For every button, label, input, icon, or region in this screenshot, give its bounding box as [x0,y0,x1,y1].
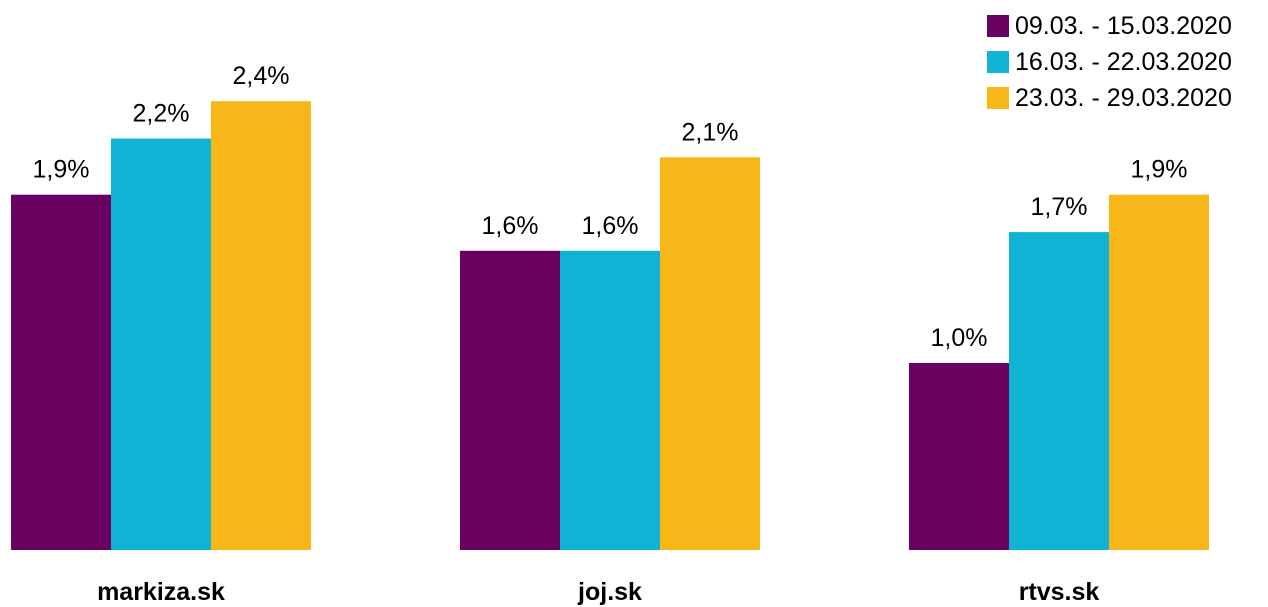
data-label-rtvs-sk-series-2: 1,7% [1031,193,1088,221]
legend-swatch-series-3 [987,87,1009,109]
legend-label-series-3: 23.03. - 29.03.2020 [1015,83,1232,112]
legend: 09.03. - 15.03.2020 16.03. - 22.03.2020 … [987,8,1262,116]
category-label-joj-sk: joj.sk [577,578,642,606]
bar-joj-sk-series-3 [660,157,760,551]
bar-markiza-sk-series-1 [11,194,111,550]
legend-item-series-1: 09.03. - 15.03.2020 [987,8,1262,44]
bar-rtvs-sk-series-3 [1109,194,1209,550]
legend-swatch-series-2 [987,51,1009,73]
bar-markiza-sk-series-3 [211,101,311,550]
category-label-markiza-sk: markiza.sk [97,578,225,606]
category-label-rtvs-sk: rtvs.sk [1019,578,1100,606]
data-label-rtvs-sk-series-3: 1,9% [1131,156,1188,184]
legend-item-series-2: 16.03. - 22.03.2020 [987,44,1262,80]
bar-rtvs-sk-series-2 [1009,232,1109,550]
data-label-joj-sk-series-1: 1,6% [482,212,539,240]
legend-swatch-series-1 [987,15,1009,37]
legend-item-series-3: 23.03. - 29.03.2020 [987,80,1262,116]
bar-markiza-sk-series-2 [111,138,211,550]
bar-joj-sk-series-1 [460,250,560,551]
bar-rtvs-sk-series-1 [909,363,1009,550]
legend-label-series-1: 09.03. - 15.03.2020 [1015,11,1232,40]
data-label-markiza-sk-series-3: 2,4% [233,62,290,90]
data-label-joj-sk-series-2: 1,6% [582,212,639,240]
legend-label-series-2: 16.03. - 22.03.2020 [1015,47,1232,76]
data-label-joj-sk-series-3: 2,1% [682,118,739,146]
bar-joj-sk-series-2 [560,250,660,551]
data-label-markiza-sk-series-2: 2,2% [133,100,190,128]
data-label-markiza-sk-series-1: 1,9% [33,156,90,184]
data-label-rtvs-sk-series-1: 1,0% [931,324,988,352]
